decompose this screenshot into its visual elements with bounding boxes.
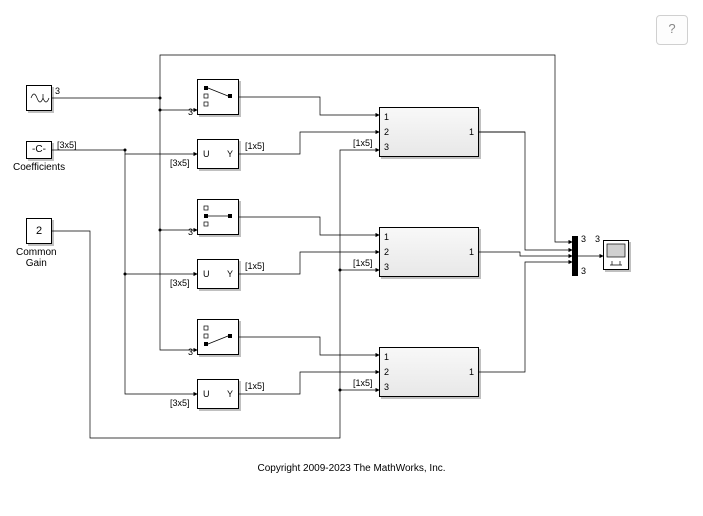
mux-block[interactable] [572,236,578,276]
subsys2-p3: 3 [384,262,389,272]
common-gain-label: Common Gain [16,247,57,269]
selector3-y: Y [227,389,233,399]
selector2-y: Y [227,269,233,279]
subsys2-in-dim: [1x5] [353,258,373,268]
subsys2-p2: 2 [384,247,389,257]
subsystem-3[interactable]: 1 2 3 1 [379,347,479,397]
signal-source-block[interactable] [26,85,52,111]
selector-block-1[interactable]: U Y [197,139,239,169]
subsys3-p3: 3 [384,382,389,392]
subsys3-out: 1 [469,367,474,377]
selector2-out-dim: [1x5] [245,261,265,271]
subsys3-in-dim: [1x5] [353,378,373,388]
coefficients-label: Coefficients [13,162,65,173]
copyright-footer: Copyright 2009-2023 The MathWorks, Inc. [0,463,703,474]
switch-block-1[interactable] [197,79,239,115]
subsys1-p1: 1 [384,112,389,122]
selector2-in-dim: [3x5] [170,278,190,288]
selector-block-2[interactable]: U Y [197,259,239,289]
mux-top-label: 3 [581,234,586,244]
subsys2-p1: 1 [384,232,389,242]
selector1-out-dim: [1x5] [245,141,265,151]
switch-block-2[interactable] [197,199,239,235]
signal-source-port-dim: 3 [55,86,60,96]
subsys1-p3: 3 [384,142,389,152]
subsystem-2[interactable]: 1 2 3 1 [379,227,479,277]
diagram-canvas: ? 3 -C- Coefficients [3x5] 2 Common Gain… [0,0,703,516]
switch2-port-dim: 3 [188,227,193,237]
selector-block-3[interactable]: U Y [197,379,239,409]
selector3-in-dim: [3x5] [170,398,190,408]
subsys3-p2: 2 [384,367,389,377]
selector2-u: U [203,269,210,279]
coefficients-port-dim: [3x5] [57,140,77,150]
switch3-port-dim: 3 [188,347,193,357]
subsystem-1[interactable]: 1 2 3 1 [379,107,479,157]
subsys3-p1: 1 [384,352,389,362]
selector3-u: U [203,389,210,399]
scope-block[interactable] [603,240,629,270]
subsys1-out: 1 [469,127,474,137]
mux-bot-label: 3 [581,266,586,276]
subsys2-out: 1 [469,247,474,257]
subsys1-in-dim: [1x5] [353,138,373,148]
selector1-in-dim: [3x5] [170,158,190,168]
selector1-y: Y [227,149,233,159]
wires-layer [0,0,703,516]
help-button[interactable]: ? [656,15,688,45]
switch1-port-dim: 3 [188,107,193,117]
common-gain-block[interactable]: 2 [26,218,52,244]
selector1-u: U [203,149,210,159]
switch-block-3[interactable] [197,319,239,355]
coefficients-block[interactable]: -C- [26,141,52,159]
subsys1-p2: 2 [384,127,389,137]
scope-in-dim: 3 [595,234,600,244]
selector3-out-dim: [1x5] [245,381,265,391]
